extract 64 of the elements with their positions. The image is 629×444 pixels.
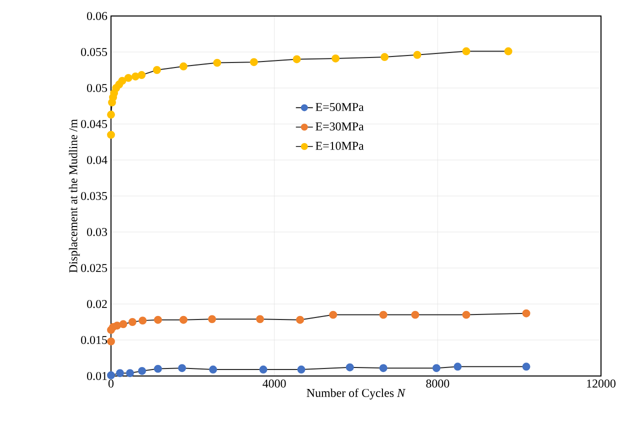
y-tick-label: 0.01 bbox=[87, 372, 107, 380]
y-tick-label: 0.015 bbox=[81, 336, 108, 344]
point bbox=[522, 362, 530, 371]
point bbox=[380, 53, 389, 62]
point bbox=[116, 369, 124, 378]
point bbox=[132, 72, 140, 80]
point bbox=[152, 66, 161, 74]
point bbox=[178, 364, 186, 372]
y-tick-label: 0.02 bbox=[87, 300, 107, 308]
point bbox=[154, 316, 162, 324]
point bbox=[259, 366, 268, 374]
point bbox=[124, 74, 132, 82]
y-tick-label: 0.035 bbox=[81, 192, 108, 200]
point bbox=[256, 315, 264, 324]
point bbox=[179, 316, 188, 324]
point bbox=[107, 130, 115, 139]
y-tick-label: 0.055 bbox=[81, 48, 108, 56]
point bbox=[107, 337, 115, 346]
point bbox=[179, 62, 188, 70]
y-tick-label: 0.03 bbox=[87, 228, 108, 236]
point bbox=[292, 55, 301, 64]
point bbox=[379, 364, 388, 372]
point bbox=[208, 315, 216, 324]
point bbox=[432, 364, 440, 372]
point bbox=[107, 371, 115, 380]
y-axis-title: Displacement at the Mudline /m bbox=[68, 119, 80, 273]
point bbox=[522, 309, 530, 318]
x-tick-label: 4000 bbox=[262, 380, 286, 388]
point bbox=[296, 316, 304, 324]
point bbox=[462, 310, 470, 319]
x-tick-label: 12000 bbox=[587, 380, 616, 388]
point bbox=[118, 76, 126, 85]
point bbox=[250, 58, 258, 66]
y-tick-label: 0.04 bbox=[87, 156, 108, 164]
legend-label: E=50MPa bbox=[316, 102, 364, 112]
point bbox=[126, 369, 134, 378]
point bbox=[454, 362, 462, 371]
point bbox=[209, 366, 218, 374]
point bbox=[413, 50, 422, 59]
legend-label: E=30MPa bbox=[316, 122, 364, 130]
point bbox=[346, 363, 354, 372]
point bbox=[138, 71, 146, 80]
y-tick-label: 0.06 bbox=[87, 12, 108, 20]
point bbox=[329, 310, 338, 319]
point bbox=[462, 47, 470, 56]
point bbox=[213, 58, 222, 67]
point bbox=[504, 47, 512, 56]
y-tick-label: 0.025 bbox=[81, 264, 108, 272]
point bbox=[379, 310, 388, 319]
point bbox=[138, 316, 147, 325]
x-tick-label: 0 bbox=[108, 380, 114, 388]
point bbox=[119, 320, 128, 328]
point bbox=[138, 366, 146, 375]
point bbox=[107, 110, 115, 119]
x-axis-title: Number of Cycles N bbox=[306, 388, 406, 400]
point bbox=[297, 366, 306, 374]
legend-label: E=10MPa bbox=[316, 142, 364, 150]
y-tick-label: 0.05 bbox=[87, 84, 108, 92]
point bbox=[154, 364, 162, 373]
x-tick-label: 8000 bbox=[426, 380, 450, 388]
point bbox=[128, 318, 136, 326]
point bbox=[332, 54, 340, 62]
y-tick-label: 0.045 bbox=[81, 120, 108, 128]
point bbox=[411, 310, 420, 319]
